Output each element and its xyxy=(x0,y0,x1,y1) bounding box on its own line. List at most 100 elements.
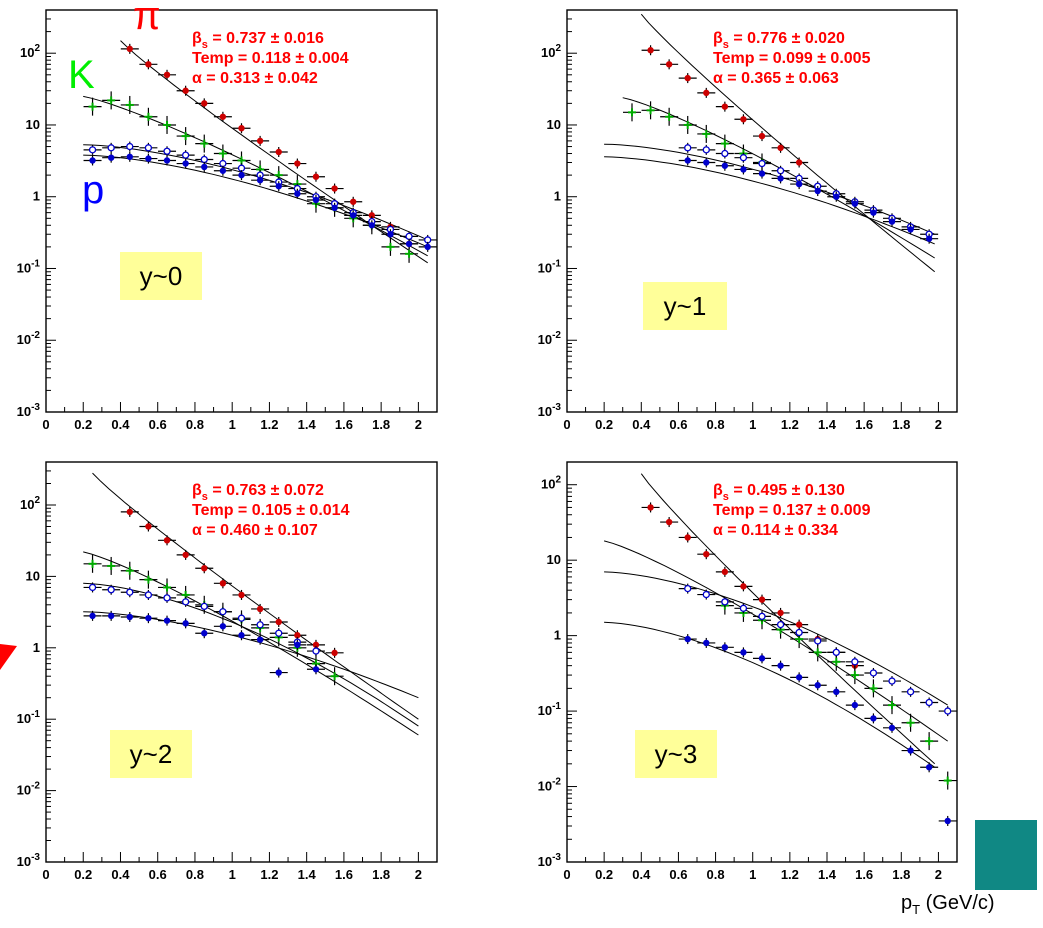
proton_open-data-point xyxy=(734,152,753,163)
x-tick-label: 0.6 xyxy=(149,867,167,882)
proton_filled-data-point xyxy=(678,155,697,166)
proton_filled-data-point xyxy=(845,700,864,711)
proton_open-data-point xyxy=(176,150,195,161)
proton_open-data-point xyxy=(938,706,957,717)
proton_open-data-point xyxy=(790,627,809,638)
proton_filled-data-point xyxy=(213,621,232,632)
proton_filled-data-point xyxy=(845,198,864,209)
pion-data-point xyxy=(269,146,288,157)
proton_filled-data-point xyxy=(306,195,325,206)
proton_filled-data-point xyxy=(920,762,939,773)
x-tick-label: 2 xyxy=(935,417,942,432)
x-tick-label: 1.4 xyxy=(818,867,837,882)
proton_open-data-point xyxy=(827,647,846,658)
kaon-data-point xyxy=(120,561,139,580)
plot-frame xyxy=(566,9,958,413)
x-tick-label: 1.8 xyxy=(892,417,910,432)
y-tick-label: 10-2 xyxy=(17,781,41,798)
x-tick-label: 0.2 xyxy=(74,417,92,432)
pion-data-point xyxy=(697,87,716,98)
proton_filled-data-point xyxy=(883,722,901,733)
proton_filled-data-point xyxy=(827,686,846,697)
proton_filled-data-point xyxy=(418,241,437,252)
rapidity-label-y0: y~0 xyxy=(120,252,202,300)
fit-curve xyxy=(83,611,419,699)
pion-data-point xyxy=(362,210,381,221)
x-tick-label: 1 xyxy=(749,417,756,432)
proton_filled-data-point xyxy=(102,152,121,163)
fit-curve xyxy=(604,571,948,706)
kaon-data-point xyxy=(920,732,939,751)
y-tick-label: 10-2 xyxy=(17,330,41,347)
kaon-data-point xyxy=(660,107,679,126)
proton_open-data-point xyxy=(678,142,697,153)
pion-data-point xyxy=(306,171,325,182)
y-tick-label: 10-3 xyxy=(17,402,41,419)
kaon-data-point xyxy=(678,115,697,134)
proton_filled-data-point xyxy=(678,634,697,645)
x-tick-label: 1.8 xyxy=(372,867,390,882)
pion-data-point xyxy=(660,59,679,70)
proton_open-data-point xyxy=(771,619,790,630)
proton_filled-data-point xyxy=(771,660,790,671)
pion-data-point xyxy=(195,98,214,109)
proton_filled-data-point xyxy=(269,667,288,678)
proton_open-data-point xyxy=(158,592,177,603)
y-tick-label: 10-2 xyxy=(538,330,562,347)
y-tick-label: 10-1 xyxy=(17,258,41,275)
pion-data-point xyxy=(734,114,753,125)
proton_open-data-point xyxy=(697,144,716,155)
x-tick-label: 0.8 xyxy=(186,417,204,432)
kaon-data-point xyxy=(845,666,864,685)
proton_open-data-point xyxy=(678,583,697,594)
x-tick-label: 1.6 xyxy=(855,417,873,432)
proton_open-data-point xyxy=(139,142,158,153)
pion-data-point xyxy=(790,619,809,630)
rapidity-label-y3: y~3 xyxy=(635,730,717,778)
x-tick-label: 0.6 xyxy=(669,867,687,882)
proton_open-data-point xyxy=(715,596,734,607)
y-tick-label: 10-1 xyxy=(17,709,41,726)
x-tick-label: 2 xyxy=(415,867,422,882)
kaon-data-point xyxy=(213,144,232,163)
y-tick-label: 10-1 xyxy=(538,258,562,275)
y-tick-label: 10-1 xyxy=(538,701,562,718)
pion-data-point xyxy=(325,183,344,194)
pion-data-point xyxy=(158,69,177,80)
y-tick-label: 10 xyxy=(26,117,40,132)
kaon-data-point xyxy=(158,115,177,134)
proton_open-data-point xyxy=(883,676,901,687)
proton_filled-data-point xyxy=(753,168,771,179)
x-tick-label: 2 xyxy=(415,417,422,432)
proton_filled-data-point xyxy=(734,164,753,175)
proton_filled-data-point xyxy=(232,170,251,181)
proton_filled-data-point xyxy=(808,680,827,691)
fit-alpha-text: α = 0.365 ± 0.063 xyxy=(713,70,839,87)
proton_filled-data-point xyxy=(864,207,883,218)
proton_filled-data-point xyxy=(808,186,827,197)
pion-data-point xyxy=(195,563,214,574)
kaon-data-point xyxy=(325,667,344,686)
proton_open-data-point xyxy=(83,582,102,593)
pion-data-point xyxy=(251,603,270,614)
proton_filled-data-point xyxy=(213,165,232,176)
pion-data-point xyxy=(678,532,697,543)
y-tick-label: 1 xyxy=(33,640,40,655)
proton_filled-data-point xyxy=(232,630,251,641)
x-tick-label: 1 xyxy=(229,417,236,432)
x-tick-label: 1.2 xyxy=(781,867,799,882)
red-arrow-shape xyxy=(0,644,17,670)
fit-curve xyxy=(604,156,935,245)
kaon-data-point xyxy=(83,554,102,573)
y-tick-label: 10-3 xyxy=(538,852,562,869)
proton_filled-data-point xyxy=(158,615,177,626)
proton_filled-data-point xyxy=(715,160,734,171)
x-tick-label: 1.6 xyxy=(855,867,873,882)
proton_filled-data-point xyxy=(158,155,177,166)
kaon-data-point xyxy=(102,91,121,110)
proton_open-data-point xyxy=(120,587,139,598)
proton_open-data-point xyxy=(920,697,939,708)
pion-data-point xyxy=(176,549,195,560)
x-tick-label: 0.6 xyxy=(149,417,167,432)
